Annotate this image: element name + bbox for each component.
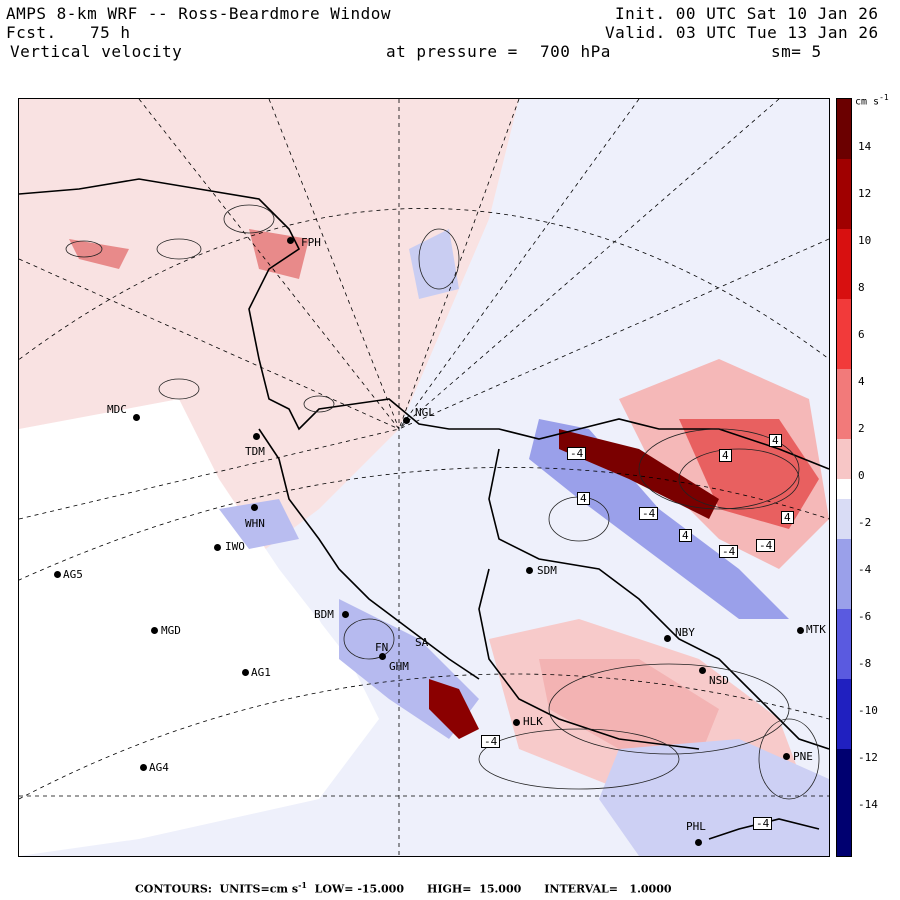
station-label: AG4 — [149, 761, 169, 774]
extremum-label: -4 — [481, 735, 501, 748]
colorbar-tick: 12 — [858, 187, 872, 200]
station-marker — [253, 433, 260, 440]
valid-time: Valid. 03 UTC Tue 13 Jan 26 — [605, 23, 879, 42]
station-label: BDM — [314, 608, 334, 621]
colorbar-tick: -2 — [858, 516, 872, 529]
init-time: Init. 00 UTC Sat 10 Jan 26 — [615, 4, 879, 23]
station-marker — [664, 635, 671, 642]
colorbar-segment — [837, 749, 851, 856]
extremum-label: -4 — [753, 817, 773, 830]
colorbar-segment — [837, 479, 851, 499]
station-marker — [287, 237, 294, 244]
station-marker — [699, 667, 706, 674]
field-name: Vertical velocity — [10, 42, 183, 61]
station-label: MTK — [806, 623, 826, 636]
station-label: WHN — [245, 517, 265, 530]
colorbar-segment — [837, 679, 851, 749]
map-panel: FPH MDC TDM NGL WHN IWO AG5 SDM BDM MGD … — [18, 98, 830, 857]
extremum-label: -4 — [756, 539, 776, 552]
station-marker — [251, 504, 258, 511]
colorbar-tick: -14 — [858, 798, 878, 811]
colorbar-tick: -8 — [858, 657, 872, 670]
station-label: AG5 — [63, 568, 83, 581]
station-label: TDM — [245, 445, 265, 458]
colorbar-units: cm s-1 — [855, 93, 889, 108]
extremum-label: 4 — [781, 511, 794, 524]
station-label: FN — [375, 641, 389, 654]
station-marker — [342, 611, 349, 618]
colorbar-segment — [837, 609, 851, 679]
station-label: MGD — [161, 624, 181, 637]
colorbar-segment — [837, 229, 851, 299]
station-label: HLK — [523, 715, 543, 728]
extremum-label: 4 — [679, 529, 692, 542]
colorbar-segment — [837, 369, 851, 439]
station-marker — [54, 571, 61, 578]
extremum-label: -4 — [639, 507, 659, 520]
station-marker — [379, 653, 386, 660]
station-label: MDC — [107, 403, 127, 416]
station-label: PHL — [686, 820, 706, 833]
station-label: AG1 — [251, 666, 271, 679]
station-label: NGL — [415, 406, 435, 419]
pressure-label: at pressure = — [386, 42, 518, 61]
extremum-label: -4 — [719, 545, 739, 558]
station-marker — [403, 417, 410, 424]
colorbar-segment — [837, 499, 851, 539]
extremum-label: 4 — [769, 434, 782, 447]
extremum-label: -4 — [567, 447, 587, 460]
title: AMPS 8-km WRF -- Ross-Beardmore Window — [6, 4, 392, 23]
smoothing: sm= 5 — [771, 42, 822, 61]
colorbar-tick: -12 — [858, 751, 878, 764]
station-marker — [133, 414, 140, 421]
colorbar-tick: -4 — [858, 563, 872, 576]
colorbar-tick: 14 — [858, 140, 872, 153]
colorbar-tick: 10 — [858, 234, 872, 247]
station-label: FPH — [301, 236, 321, 249]
extremum-label: 4 — [577, 492, 590, 505]
colorbar — [836, 98, 852, 857]
contour-info: CONTOURS: UNITS=cm s-1 LOW= -15.000 HIGH… — [135, 880, 672, 896]
colorbar-segment — [837, 99, 851, 159]
colorbar-tick: 6 — [858, 328, 865, 341]
colorbar-tick: 4 — [858, 375, 865, 388]
forecast-value: 75 h — [90, 23, 131, 42]
station-label: IWO — [225, 540, 245, 553]
station-label: SDM — [537, 564, 557, 577]
forecast-label: Fcst. — [6, 23, 57, 42]
station-marker — [695, 839, 702, 846]
colorbar-segment — [837, 159, 851, 229]
extremum-label: 4 — [719, 449, 732, 462]
station-marker — [513, 719, 520, 726]
station-marker — [526, 567, 533, 574]
station-label: NSD — [709, 674, 729, 687]
colorbar-tick: -10 — [858, 704, 878, 717]
colorbar-tick: -6 — [858, 610, 872, 623]
station-marker — [140, 764, 147, 771]
colorbar-segment — [837, 539, 851, 609]
vertical-velocity-field — [19, 99, 829, 856]
station-label: GHM — [389, 660, 409, 673]
colorbar-segment — [837, 299, 851, 369]
station-marker — [797, 627, 804, 634]
colorbar-segment — [837, 439, 851, 479]
station-label: SA — [415, 636, 429, 649]
colorbar-tick: 0 — [858, 469, 865, 482]
station-label: PNE — [793, 750, 813, 763]
colorbar-tick: 8 — [858, 281, 865, 294]
station-marker — [242, 669, 249, 676]
station-marker — [151, 627, 158, 634]
station-marker — [783, 753, 790, 760]
station-marker — [214, 544, 221, 551]
colorbar-tick: 2 — [858, 422, 865, 435]
pressure-value: 700 hPa — [540, 42, 611, 61]
station-label: NBY — [675, 626, 695, 639]
